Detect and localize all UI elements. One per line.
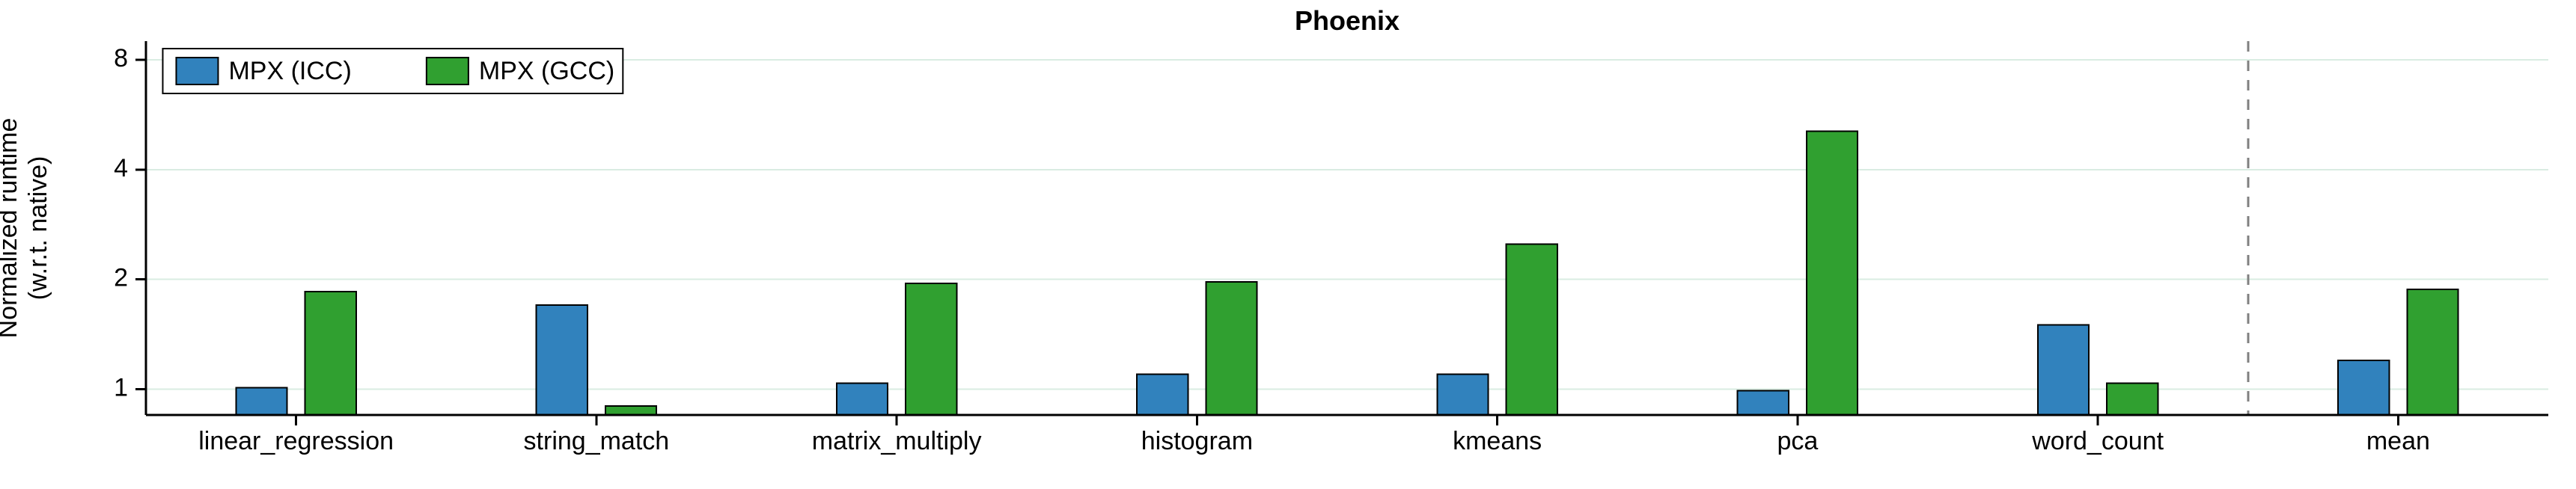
y-tick-label: 8 (114, 44, 128, 73)
bar (1507, 244, 1557, 415)
bar (236, 387, 287, 415)
bar (605, 406, 656, 415)
x-tick-label: mean (2366, 427, 2430, 455)
bar (2038, 325, 2089, 415)
y-tick-label: 2 (114, 264, 128, 292)
bar (2107, 383, 2158, 415)
legend-label: MPX (GCC) (479, 57, 614, 85)
x-tick-label: linear_regression (198, 427, 394, 455)
legend-swatch (176, 58, 218, 84)
phoenix-chart: 1 2 4 8 linear_regression string_match matrix_… (0, 0, 2576, 489)
bar (837, 383, 888, 415)
bar (1137, 374, 1188, 415)
chart-title: Phoenix (1295, 5, 1400, 36)
legend: MPX (ICC) MPX (GCC) (162, 49, 623, 93)
bar (1206, 282, 1257, 415)
x-tick-label: string_match (524, 427, 670, 455)
y-tick-label: 4 (114, 154, 128, 182)
bar (2338, 360, 2389, 415)
bar (1437, 374, 1488, 415)
chart-container: 1 2 4 8 linear_regression string_match matrix_… (0, 0, 2576, 489)
bar (305, 292, 356, 415)
x-tick-label: histogram (1141, 427, 1253, 455)
x-tick-label: matrix_multiply (812, 427, 982, 455)
x-tick-label: word_count (2031, 427, 2164, 455)
bar (1807, 131, 1858, 415)
x-tick-label: kmeans (1453, 427, 1542, 455)
x-tick-label: pca (1777, 427, 1818, 455)
y-tick-label: 1 (114, 374, 128, 402)
bar (1738, 391, 1789, 415)
legend-swatch (427, 58, 468, 84)
bar (537, 305, 587, 415)
legend-label: MPX (ICC) (228, 57, 351, 85)
bar (906, 283, 956, 415)
bar (2407, 289, 2458, 415)
y-axis-label-line2: (w.r.t. native) (24, 156, 52, 301)
y-axis-label-line1: Normalized runtime (0, 118, 22, 339)
